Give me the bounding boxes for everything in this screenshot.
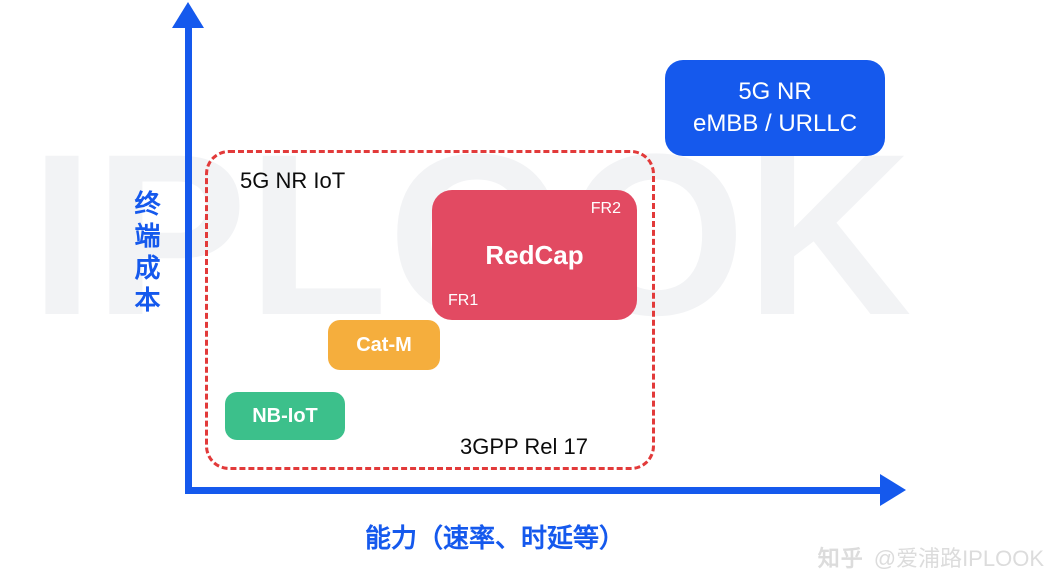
- y-axis-line: [185, 20, 192, 494]
- node-nbiot: NB-IoT: [225, 392, 345, 440]
- y-axis-label: 终端成本: [128, 190, 165, 318]
- node-5gnr-line1: 5G NR: [738, 76, 811, 108]
- node-5gnr-line2: eMBB / URLLC: [693, 108, 857, 140]
- node-catm-label: Cat-M: [356, 334, 412, 357]
- node-catm: Cat-M: [328, 320, 440, 370]
- x-axis-line: [185, 487, 885, 494]
- diagram-canvas: IPLOOK 终端成本 能力（速率、时延等） 5G NR IoT 3GPP Re…: [0, 0, 1058, 583]
- node-5gnr: 5G NR eMBB / URLLC: [665, 60, 885, 156]
- iot-group-title: 5G NR IoT: [240, 168, 345, 194]
- redcap-tag-fr2: FR2: [591, 200, 621, 218]
- iot-group-footer: 3GPP Rel 17: [460, 434, 588, 460]
- node-redcap-label: RedCap: [485, 240, 583, 271]
- attribution-handle: @爱浦路IPLOOK: [874, 541, 1044, 573]
- redcap-tag-fr1: FR1: [448, 292, 478, 310]
- zhihu-logo-text: 知乎: [818, 541, 864, 573]
- x-axis-label: 能力（速率、时延等）: [365, 518, 625, 555]
- node-nbiot-label: NB-IoT: [252, 405, 318, 428]
- attribution: 知乎 @爱浦路IPLOOK: [818, 541, 1044, 573]
- node-redcap: RedCap FR2 FR1: [432, 190, 637, 320]
- x-axis-arrow: [880, 474, 906, 506]
- y-axis-arrow: [172, 2, 204, 28]
